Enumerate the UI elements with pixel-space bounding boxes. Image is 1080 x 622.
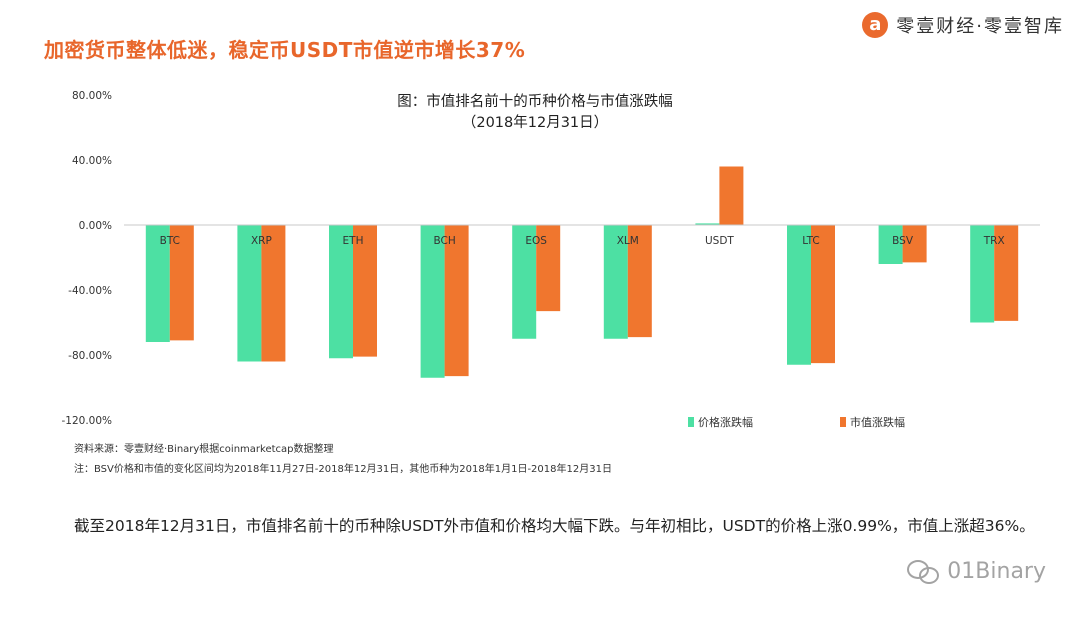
headline: 加密货币整体低迷，稳定币USDT市值逆市增长37%	[44, 38, 526, 62]
bar-trx-price	[970, 225, 995, 323]
category-label-bch: BCH	[433, 235, 455, 247]
category-label-ltc: LTC	[802, 235, 820, 247]
chart-title-block: 图：市值排名前十的币种价格与市值涨跌幅 （2018年12月31日）	[355, 92, 715, 134]
brand-name: 零壹财经·零壹智库	[896, 16, 1064, 37]
bar-eth-mcap	[353, 225, 377, 357]
bar-eos-mcap	[536, 225, 561, 312]
chart-subtitle: （2018年12月31日）	[461, 115, 609, 131]
bar-usdt-price	[695, 223, 720, 225]
bar-bsv-price	[878, 225, 903, 264]
legend-label-price: 价格涨跌幅	[698, 416, 753, 429]
bar-eth-price	[329, 225, 353, 359]
category-label-bsv: BSV	[892, 235, 914, 247]
wechat-icon	[907, 558, 941, 584]
category-label-eos: EOS	[525, 235, 547, 247]
bar-usdt-mcap	[719, 166, 744, 225]
brand-logo-icon: a	[862, 12, 889, 38]
y-tick-label: 0.00%	[79, 220, 112, 232]
bar-trx-mcap	[994, 225, 1019, 321]
bar-btc-price	[145, 225, 170, 342]
chart-notes: 资料来源：零壹财经·Binary根据coinmarketcap数据整理 注：BS…	[74, 440, 612, 480]
y-tick-label: 80.00%	[72, 90, 112, 102]
bar-xlm-mcap	[627, 225, 652, 338]
chart-title: 图：市值排名前十的币种价格与市值涨跌幅	[397, 94, 673, 110]
y-tick-label: -40.00%	[68, 285, 112, 297]
bar-bch-mcap	[444, 225, 469, 377]
category-label-usdt: USDT	[705, 235, 734, 247]
watermark: 01Binary	[907, 558, 1046, 584]
bar-bsv-mcap	[902, 225, 927, 263]
y-tick-label: -120.00%	[61, 415, 112, 427]
bar-ltc-mcap	[811, 225, 835, 364]
bar-btc-mcap	[169, 225, 194, 341]
y-tick-label: -80.00%	[68, 350, 112, 362]
category-label-xrp: XRP	[251, 235, 272, 247]
bar-eos-price	[512, 225, 537, 339]
legend-label-mcap: 市值涨跌幅	[850, 416, 905, 429]
category-label-trx: TRX	[983, 235, 1005, 247]
category-label-btc: BTC	[160, 235, 180, 247]
legend-item-mcap: 市值涨跌幅	[840, 414, 905, 430]
bar-xlm-price	[603, 225, 628, 339]
bar-ltc-price	[787, 225, 811, 365]
bar-xrp-price	[237, 225, 262, 362]
y-tick-label: 40.00%	[72, 155, 112, 167]
category-label-xlm: XLM	[617, 235, 639, 247]
brand: a 零壹财经·零壹智库	[862, 12, 1064, 38]
watermark-text: 01Binary	[947, 558, 1046, 584]
bar-xrp-mcap	[261, 225, 286, 362]
legend-swatch-price	[688, 417, 694, 427]
period-note: 注：BSV价格和市值的变化区间均为2018年11月27日-2018年12月31日…	[74, 464, 612, 475]
bar-bch-price	[420, 225, 445, 378]
legend-item-price: 价格涨跌幅	[688, 414, 753, 430]
body-paragraph: 截至2018年12月31日，市值排名前十的币种除USDT外市值和价格均大幅下跌。…	[74, 517, 1035, 535]
legend-swatch-mcap	[840, 417, 846, 427]
category-label-eth: ETH	[343, 235, 364, 247]
source-note: 资料来源：零壹财经·Binary根据coinmarketcap数据整理	[74, 444, 334, 455]
